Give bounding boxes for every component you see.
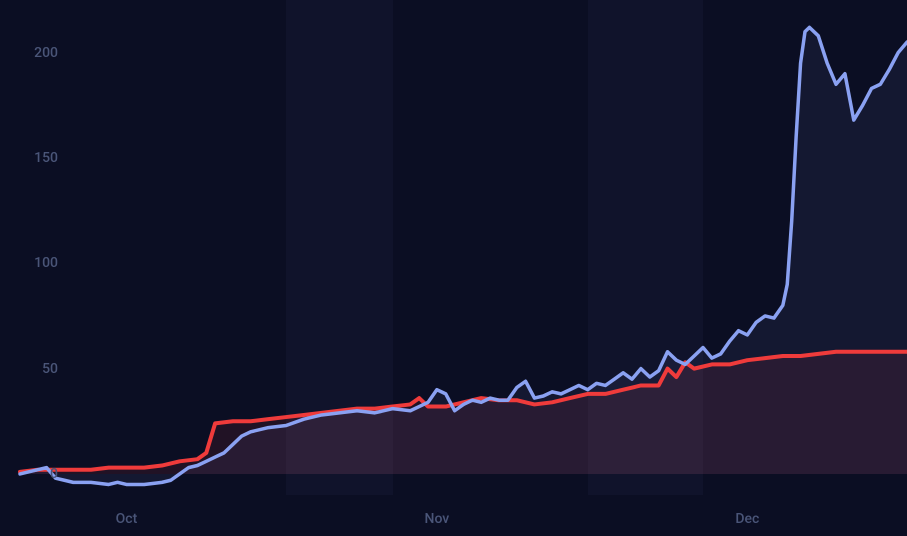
x-axis-tick-label: Oct	[116, 511, 138, 527]
plot-svg	[0, 0, 907, 536]
y-axis-tick-label: 100	[8, 255, 58, 271]
y-axis-tick-label: 150	[8, 150, 58, 166]
y-axis-tick-label: 0	[8, 466, 58, 482]
x-axis-tick-label: Dec	[735, 511, 759, 527]
line-chart: 0 50 100 150 200 Oct Nov Dec	[0, 0, 907, 536]
series-blue-fill	[20, 27, 907, 484]
y-axis-tick-label: 200	[8, 45, 58, 61]
y-axis-tick-label: 50	[8, 361, 58, 377]
x-axis-tick-label: Nov	[425, 511, 450, 527]
